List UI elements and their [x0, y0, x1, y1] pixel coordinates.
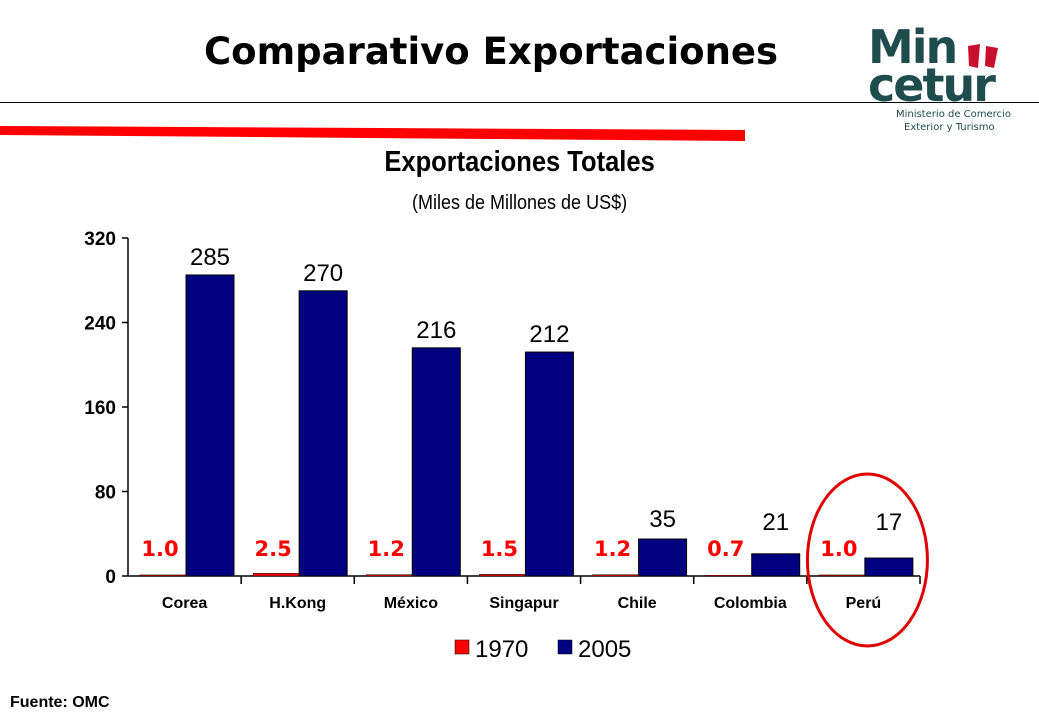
data-label-2005: 21 [762, 509, 789, 536]
bar-1970 [818, 574, 868, 577]
bar-1970 [139, 574, 189, 577]
mincetur-logo: Min cetur Ministerio de Comercio Exterio… [858, 20, 1033, 148]
logo-wordmark: Min cetur [868, 20, 996, 112]
data-label-1970: 1.0 [820, 537, 857, 561]
legend-label-1970: 1970 [475, 636, 528, 663]
y-tick-label: 240 [84, 314, 116, 335]
source-note: Fuente: OMC [10, 694, 110, 711]
logo-subtitle-line1: Ministerio de Comercio [896, 109, 1011, 120]
x-tick-label: Colombia [714, 595, 787, 612]
y-tick-label: 320 [84, 229, 116, 250]
header-divider [0, 102, 1039, 103]
page-title: Comparativo Exportaciones [204, 30, 779, 73]
data-label-1970: 1.5 [481, 537, 518, 561]
x-tick-label: H.Kong [269, 595, 326, 612]
y-tick-label: 80 [95, 483, 116, 504]
data-label-2005: 216 [416, 317, 456, 344]
data-label-2005: 17 [876, 509, 903, 536]
data-label-1970: 1.0 [141, 537, 178, 561]
data-label-1970: 0.7 [707, 537, 744, 561]
highlight-ellipse [805, 472, 929, 648]
data-label-1970: 2.5 [255, 537, 292, 561]
logo-subtitle-line2: Exterior y Turismo [904, 122, 995, 133]
data-label-2005: 35 [649, 506, 676, 533]
chart-subtitle: (Miles de Millones de US$) [412, 192, 628, 214]
bar-2005 [524, 351, 574, 577]
legend-label-2005: 2005 [578, 636, 631, 663]
y-tick-label: 0 [105, 567, 116, 588]
logo-accent-marks [968, 44, 998, 68]
x-tick-label: Corea [162, 595, 207, 612]
bar-1970 [366, 574, 415, 577]
data-label-1970: 1.2 [368, 537, 405, 561]
data-label-2005: 285 [190, 244, 230, 271]
x-tick-label: México [384, 595, 438, 612]
data-label-2005: 270 [303, 260, 343, 287]
y-tick-label: 160 [84, 398, 116, 419]
bar-2005 [751, 553, 801, 577]
bar-2005 [411, 347, 461, 577]
data-label-1970: 1.2 [594, 537, 631, 561]
red-accent-stripe [0, 126, 745, 141]
bar-2005 [185, 274, 235, 577]
legend-swatch-1970 [454, 639, 470, 655]
data-label-2005: 212 [529, 321, 569, 348]
bar-1970 [592, 574, 641, 577]
bar-2005 [864, 557, 914, 577]
chart-title: Exportaciones Totales [384, 146, 655, 178]
bar-2005 [298, 290, 348, 577]
x-tick-label: Perú [846, 595, 882, 612]
bar-2005 [638, 538, 688, 577]
x-tick-label: Singapur [489, 595, 558, 612]
bar-1970 [705, 575, 754, 577]
legend-swatch-2005 [557, 639, 573, 655]
bar-1970 [479, 574, 528, 577]
bar-1970 [252, 573, 302, 577]
x-tick-label: Chile [618, 595, 657, 612]
